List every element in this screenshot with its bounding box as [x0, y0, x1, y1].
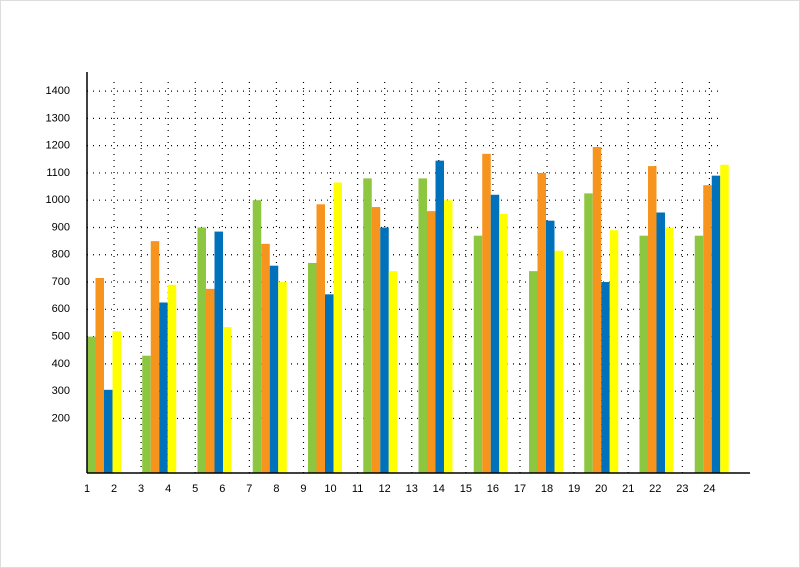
bar: [252, 200, 262, 474]
x-tick-label: 16: [487, 483, 499, 495]
bar: [104, 389, 113, 473]
y-tick-label: 500: [52, 331, 70, 343]
bar: [609, 230, 619, 473]
bar: [325, 294, 334, 473]
x-tick-label: 7: [246, 483, 252, 495]
bar: [592, 147, 602, 473]
x-tick-label: 5: [192, 483, 198, 495]
bar: [112, 331, 121, 473]
x-tick-label: 13: [406, 483, 418, 495]
bar: [427, 211, 436, 474]
bar: [473, 235, 483, 473]
x-tick-label: 1: [84, 483, 90, 495]
bar: [418, 178, 427, 473]
bar: [380, 227, 389, 473]
bar: [261, 243, 270, 473]
bar: [223, 327, 232, 473]
x-tick-label: 22: [649, 483, 661, 495]
bar: [648, 166, 657, 473]
y-tick-label: 1000: [46, 194, 70, 206]
y-tick-label: 1400: [46, 85, 70, 97]
bar: [656, 212, 665, 473]
x-tick-label: 4: [165, 483, 171, 495]
bar: [584, 193, 593, 473]
x-tick-label: 9: [300, 483, 306, 495]
bar: [269, 265, 279, 473]
bar: [601, 282, 610, 473]
bar: [278, 282, 287, 473]
bar: [159, 302, 168, 473]
bar: [333, 182, 342, 473]
bar: [95, 277, 104, 473]
bar: [316, 204, 325, 473]
y-tick-label: 1100: [46, 167, 70, 179]
bar: [388, 271, 398, 473]
y-tick-label: 200: [52, 412, 70, 424]
x-tick-label: 6: [219, 483, 225, 495]
bar: [711, 175, 721, 474]
y-tick-label: 300: [52, 385, 70, 397]
y-tick-label: 700: [52, 276, 70, 288]
x-tick-label: 15: [460, 483, 472, 495]
bar: [444, 200, 453, 474]
x-tick-label: 11: [352, 483, 363, 495]
bar: [499, 213, 508, 473]
y-tick-label: 1200: [46, 140, 70, 152]
x-tick-label: 17: [514, 483, 526, 495]
y-tick-label: 600: [52, 303, 70, 315]
x-tick-label: 23: [676, 483, 688, 495]
bar: [482, 153, 491, 473]
y-tick-label: 400: [52, 358, 70, 370]
bar: [435, 160, 444, 473]
bar: [694, 235, 704, 473]
x-tick-label: 18: [541, 483, 553, 495]
bar: [167, 284, 177, 473]
bar: [546, 220, 555, 473]
bar: [87, 336, 96, 473]
bar: [363, 178, 372, 473]
bar: [529, 271, 538, 473]
y-tick-label: 1300: [46, 112, 70, 124]
bar: [371, 207, 381, 473]
x-tick-label: 21: [622, 483, 634, 495]
bar: [639, 235, 648, 473]
x-tick-label: 2: [111, 483, 117, 495]
x-tick-label: 20: [595, 483, 607, 495]
bar: [197, 227, 206, 473]
bar: [490, 194, 500, 473]
x-tick-label: 19: [568, 483, 580, 495]
y-tick-label: 900: [52, 221, 70, 233]
bar: [150, 241, 160, 473]
bar: [308, 262, 317, 473]
y-tick-label: 800: [52, 249, 70, 261]
bar: [537, 172, 546, 473]
x-tick-label: 8: [273, 483, 279, 495]
bar: [214, 231, 223, 473]
x-tick-label: 14: [433, 483, 445, 495]
bar: [703, 185, 712, 473]
bar: [665, 227, 674, 473]
bar: [720, 164, 729, 474]
bar: [554, 250, 563, 473]
bar: [142, 355, 151, 473]
x-tick-label: 10: [324, 483, 336, 495]
x-tick-label: 3: [138, 483, 144, 495]
x-tick-label: 24: [703, 483, 715, 495]
bar: [206, 288, 215, 473]
x-tick-label: 12: [379, 483, 391, 495]
